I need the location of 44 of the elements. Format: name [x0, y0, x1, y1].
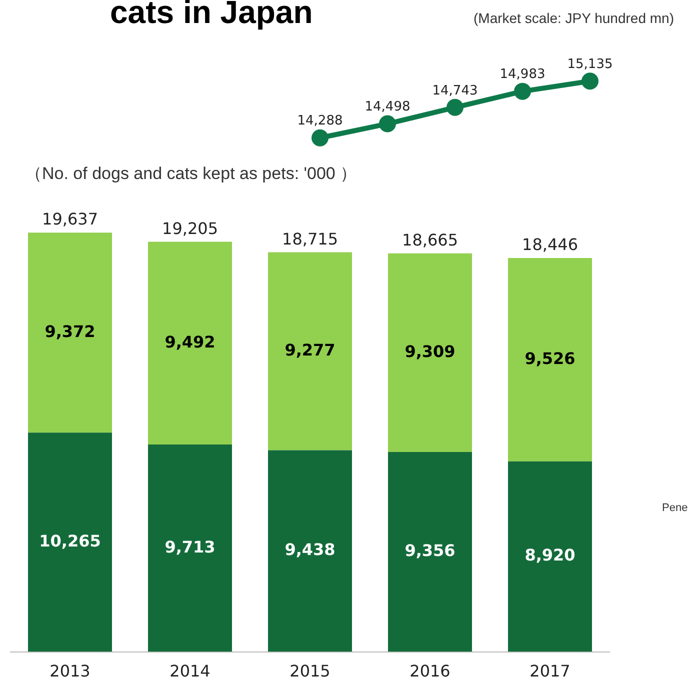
data-label: 9,356 — [404, 541, 456, 560]
data-label: 9,438 — [284, 540, 336, 560]
point — [514, 82, 531, 100]
data-label: 10,265 — [39, 531, 101, 550]
point — [446, 98, 464, 116]
total-label: 18,665 — [402, 230, 458, 250]
point — [379, 115, 396, 132]
total-label: 19,637 — [42, 210, 98, 229]
text: Pene — [662, 502, 688, 514]
data-label: 14,743 — [432, 83, 478, 98]
data-label: 15,135 — [567, 57, 613, 72]
text: （No. of dogs and cats kept as pets: '000 ） — [25, 163, 358, 185]
chart-title: cats in Japan — [110, 0, 313, 31]
bar — [268, 252, 352, 450]
bar — [148, 444, 232, 652]
total-label: 19,205 — [162, 218, 218, 238]
bar — [28, 432, 112, 652]
data-label: 14,983 — [500, 67, 546, 82]
total-label: 18,715 — [282, 229, 338, 248]
point — [312, 129, 328, 146]
data-label: 9,372 — [44, 322, 96, 341]
data-label: 9,713 — [164, 537, 216, 556]
total-label: 18,446 — [522, 235, 578, 254]
bar — [388, 452, 472, 652]
x-tick-label: 2014 — [170, 662, 210, 681]
data-label: 9,492 — [164, 332, 216, 352]
x-tick-label: 2015 — [290, 662, 330, 681]
x-tick-label: 2013 — [50, 662, 90, 681]
data-label: 9,277 — [284, 340, 336, 360]
data-label: 9,526 — [524, 348, 576, 368]
bar — [28, 232, 112, 433]
data-label: 14,288 — [297, 114, 343, 129]
data-label: 14,498 — [364, 100, 410, 115]
data-label: 9,309 — [404, 342, 456, 361]
x-tick-label: 2016 — [410, 662, 450, 681]
data-label: 8,920 — [524, 546, 576, 565]
bar — [508, 461, 592, 652]
point — [582, 72, 598, 90]
bar — [268, 450, 352, 652]
x-tick-label: 2017 — [530, 662, 570, 681]
bar — [388, 253, 472, 452]
bar — [508, 258, 592, 462]
bar — [148, 242, 232, 444]
text: (Market scale: JPY hundred mn) — [474, 10, 674, 26]
